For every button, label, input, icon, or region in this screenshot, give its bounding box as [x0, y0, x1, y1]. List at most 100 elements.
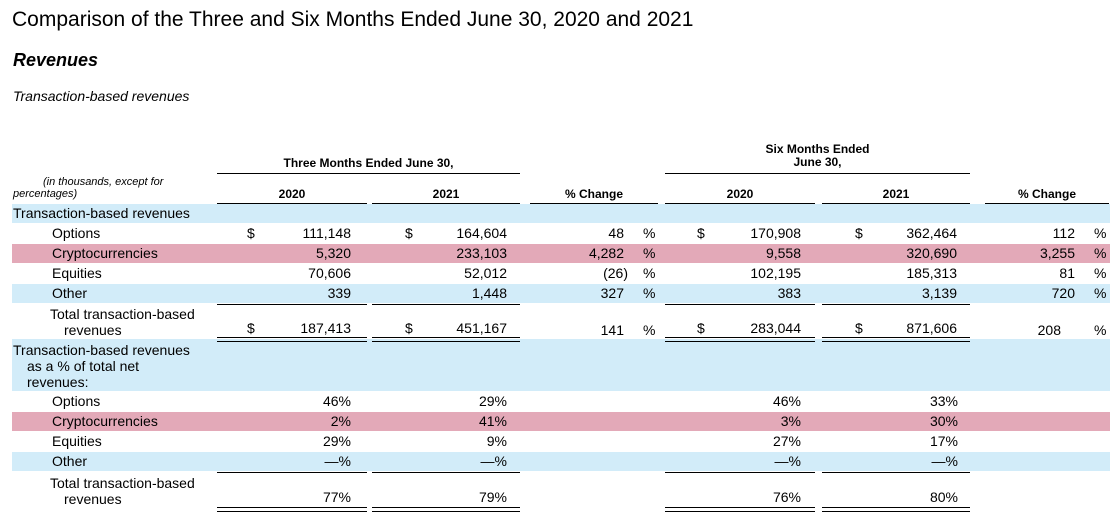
band-crypto-row — [12, 244, 1110, 263]
value-cell: —% — [480, 453, 507, 469]
value-cell: 1,448 — [471, 285, 507, 301]
total-value: 871,606 — [906, 320, 957, 336]
header-rule — [530, 203, 658, 204]
value-cell: 720 — [1051, 285, 1075, 301]
row-label: Options — [52, 393, 101, 409]
value-cell: 233,103 — [456, 245, 507, 261]
total-label: Total transaction-based revenues — [50, 306, 195, 338]
col-header-3m-change: % Change — [564, 187, 623, 201]
total-value: 283,044 — [750, 320, 801, 336]
percent-sign: % — [1094, 265, 1107, 281]
percent-sign: % — [1094, 225, 1107, 241]
total-value: 141 — [600, 322, 624, 338]
subtotal-rule — [822, 304, 970, 305]
total-double-rule — [217, 337, 367, 342]
value-cell: 4,282 — [588, 245, 624, 261]
currency-symbol: $ — [247, 225, 255, 241]
value-cell: 81 — [1059, 265, 1075, 281]
total-value: 451,167 — [456, 320, 507, 336]
band-other-pct-row — [12, 452, 1110, 471]
value-cell: 52,012 — [464, 265, 507, 281]
value-cell: 170,908 — [750, 225, 801, 241]
col-header-6m-change: % Change — [1017, 187, 1076, 201]
value-cell: —% — [931, 453, 958, 469]
value-cell: 164,604 — [456, 225, 507, 241]
total-double-rule — [822, 507, 970, 512]
group-rule-six — [665, 173, 970, 174]
total-value: 76% — [772, 489, 801, 505]
group-header-six-months: Six Months Ended June 30, — [765, 142, 870, 169]
percent-sign: % — [643, 245, 656, 261]
band-section1-title — [12, 204, 1110, 223]
row-label: Other — [52, 285, 88, 301]
value-cell: 17% — [929, 433, 958, 449]
value-cell: 29% — [322, 433, 351, 449]
currency-symbol: $ — [855, 225, 863, 241]
section-heading: Revenues — [13, 50, 99, 70]
value-cell: 48 — [608, 225, 624, 241]
value-cell: 9,558 — [765, 245, 801, 261]
value-cell: (26) — [603, 265, 628, 281]
section1-title: Transaction-based revenues — [13, 205, 190, 221]
total-value: 79% — [478, 489, 507, 505]
section2-title: Transaction-based revenues as a % of tot… — [13, 342, 190, 390]
subtotal-rule — [372, 472, 520, 473]
row-label: Equities — [52, 265, 102, 281]
band-section2-title — [12, 339, 1110, 391]
total-value: 187,413 — [300, 320, 351, 336]
percent-sign: % — [643, 265, 656, 281]
value-cell: 70,606 — [308, 265, 351, 281]
total-value: 80% — [929, 489, 958, 505]
value-cell: 102,195 — [750, 265, 801, 281]
currency-symbol: $ — [697, 225, 705, 241]
value-cell: 41% — [478, 413, 507, 429]
currency-symbol: $ — [405, 225, 413, 241]
total-value: 77% — [322, 489, 351, 505]
row-label: Cryptocurrencies — [52, 413, 158, 429]
group-rule-three — [217, 173, 520, 174]
total-label: Total transaction-based revenues — [50, 475, 195, 507]
percent-sign: % — [1094, 245, 1107, 261]
value-cell: 339 — [327, 285, 351, 301]
currency-symbol: $ — [697, 320, 705, 336]
subtotal-rule — [665, 304, 815, 305]
value-cell: 46% — [322, 393, 351, 409]
subtotal-rule — [372, 304, 520, 305]
total-double-rule — [372, 337, 520, 342]
col-header-6m-2021: 2021 — [882, 187, 910, 201]
value-cell: 29% — [478, 393, 507, 409]
band-other-row — [12, 284, 1110, 303]
col-header-3m-2020: 2020 — [278, 187, 306, 201]
percent-sign: % — [643, 322, 656, 338]
header-rule — [372, 203, 520, 204]
band-crypto-pct-row — [12, 412, 1110, 431]
value-cell: 27% — [772, 433, 801, 449]
total-double-rule — [372, 507, 520, 512]
value-cell: 30% — [929, 413, 958, 429]
value-cell: 9% — [486, 433, 507, 449]
total-double-rule — [665, 337, 815, 342]
subtotal-rule — [217, 304, 367, 305]
value-cell: 362,464 — [906, 225, 957, 241]
group-header-three-months: Three Months Ended June 30, — [283, 156, 454, 170]
header-rule — [217, 203, 367, 204]
currency-symbol: $ — [855, 320, 863, 336]
header-rule — [665, 203, 815, 204]
subtotal-rule — [822, 472, 970, 473]
value-cell: —% — [774, 453, 801, 469]
row-label: Other — [52, 453, 88, 469]
value-cell: 3% — [780, 413, 801, 429]
percent-sign: % — [643, 225, 656, 241]
col-header-6m-2020: 2020 — [726, 187, 754, 201]
row-label: Equities — [52, 433, 102, 449]
col-header-3m-2021: 2021 — [432, 187, 460, 201]
currency-symbol: $ — [247, 320, 255, 336]
value-cell: 383 — [777, 285, 801, 301]
percent-sign: % — [643, 285, 656, 301]
row-label: Options — [52, 225, 101, 241]
value-cell: 33% — [929, 393, 958, 409]
subsection-heading: Transaction-based revenues — [13, 88, 190, 104]
value-cell: 320,690 — [906, 245, 957, 261]
value-cell: 111,148 — [302, 225, 351, 241]
value-cell: 185,313 — [906, 265, 957, 281]
